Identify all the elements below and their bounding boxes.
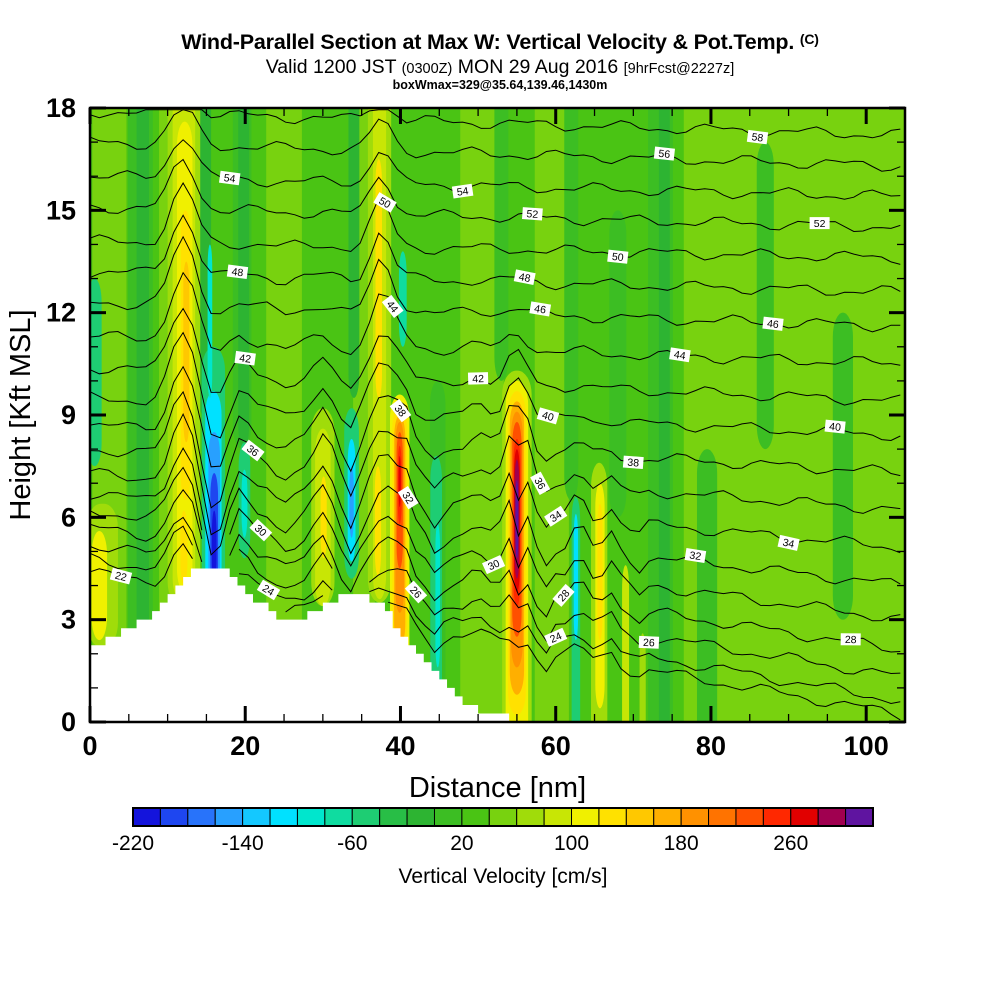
svg-text:30: 30 xyxy=(486,557,502,573)
colorbar: -220 -140 -60 20 100 180 260 Vertical Velocity … xyxy=(112,807,874,888)
valid-fcst: [9hrFcst@2227z] xyxy=(623,61,735,77)
velocity-field xyxy=(90,108,905,722)
svg-text:42: 42 xyxy=(472,373,484,385)
svg-text:46: 46 xyxy=(533,303,547,317)
contour-labels: 2224242626282830303232343436363838404042… xyxy=(109,129,861,649)
page-title: Wind-Parallel Section at Max W: Vertical… xyxy=(0,30,1000,55)
svg-text:54: 54 xyxy=(456,185,469,199)
svg-text:60: 60 xyxy=(541,731,571,761)
svg-text:260: 260 xyxy=(773,832,808,855)
svg-text:100: 100 xyxy=(554,832,589,855)
svg-text:48: 48 xyxy=(518,271,532,285)
svg-text:12: 12 xyxy=(46,298,76,328)
svg-text:100: 100 xyxy=(844,731,889,761)
svg-text:-60: -60 xyxy=(337,832,367,855)
svg-text:-220: -220 xyxy=(112,832,154,855)
valid-time-line: Valid 1200 JST (0300Z) MON 29 Aug 2016 [… xyxy=(0,56,1000,79)
svg-text:18: 18 xyxy=(46,93,76,123)
svg-text:180: 180 xyxy=(664,832,699,855)
valid-date: MON 29 Aug 2016 xyxy=(452,56,624,78)
svg-text:48: 48 xyxy=(231,266,244,279)
svg-text:40: 40 xyxy=(541,409,556,424)
svg-text:38: 38 xyxy=(627,457,640,470)
max-w-annotation: boxWmax=329@35.64,139.46,1430m xyxy=(392,78,608,92)
title-unit-label: (C) xyxy=(799,31,819,47)
svg-text:50: 50 xyxy=(611,251,624,264)
svg-text:54: 54 xyxy=(223,172,236,185)
svg-text:26: 26 xyxy=(643,637,655,649)
svg-text:52: 52 xyxy=(526,208,539,221)
title-text: Wind-Parallel Section at Max W: Vertical… xyxy=(181,30,795,54)
svg-text:6: 6 xyxy=(61,502,76,532)
svg-text:56: 56 xyxy=(658,148,671,161)
svg-text:40: 40 xyxy=(385,731,415,761)
pot-temp-contour-lines xyxy=(90,109,901,721)
svg-text:50: 50 xyxy=(377,195,393,211)
svg-text:32: 32 xyxy=(689,549,703,563)
svg-text:20: 20 xyxy=(450,832,473,855)
svg-text:24: 24 xyxy=(548,630,564,646)
colorbar-title: Vertical Velocity [cm/s] xyxy=(399,865,608,888)
svg-text:58: 58 xyxy=(751,131,764,144)
svg-text:40: 40 xyxy=(829,421,842,434)
svg-text:15: 15 xyxy=(46,195,76,225)
svg-text:42: 42 xyxy=(239,352,252,365)
svg-text:52: 52 xyxy=(814,218,826,230)
y-axis-title: Height [Kft MSL] xyxy=(5,309,37,520)
svg-text:44: 44 xyxy=(673,349,687,363)
svg-text:22: 22 xyxy=(114,570,128,585)
svg-text:34: 34 xyxy=(781,537,795,551)
svg-text:9: 9 xyxy=(61,400,76,430)
svg-text:0: 0 xyxy=(82,731,97,761)
svg-text:36: 36 xyxy=(531,476,547,492)
svg-text:20: 20 xyxy=(230,731,260,761)
svg-text:46: 46 xyxy=(766,318,779,331)
svg-text:32: 32 xyxy=(399,490,415,506)
svg-text:24: 24 xyxy=(260,582,276,598)
svg-text:0: 0 xyxy=(61,707,76,737)
svg-text:80: 80 xyxy=(696,731,726,761)
svg-text:34: 34 xyxy=(548,509,564,526)
svg-text:28: 28 xyxy=(845,634,857,646)
svg-text:-140: -140 xyxy=(222,832,264,855)
x-axis-title: Distance [nm] xyxy=(409,772,586,804)
valid-prefix: Valid 1200 JST xyxy=(265,56,402,78)
terrain-silhouette xyxy=(90,568,510,722)
svg-text:3: 3 xyxy=(61,605,76,635)
valid-ztime: (0300Z) xyxy=(401,61,453,77)
